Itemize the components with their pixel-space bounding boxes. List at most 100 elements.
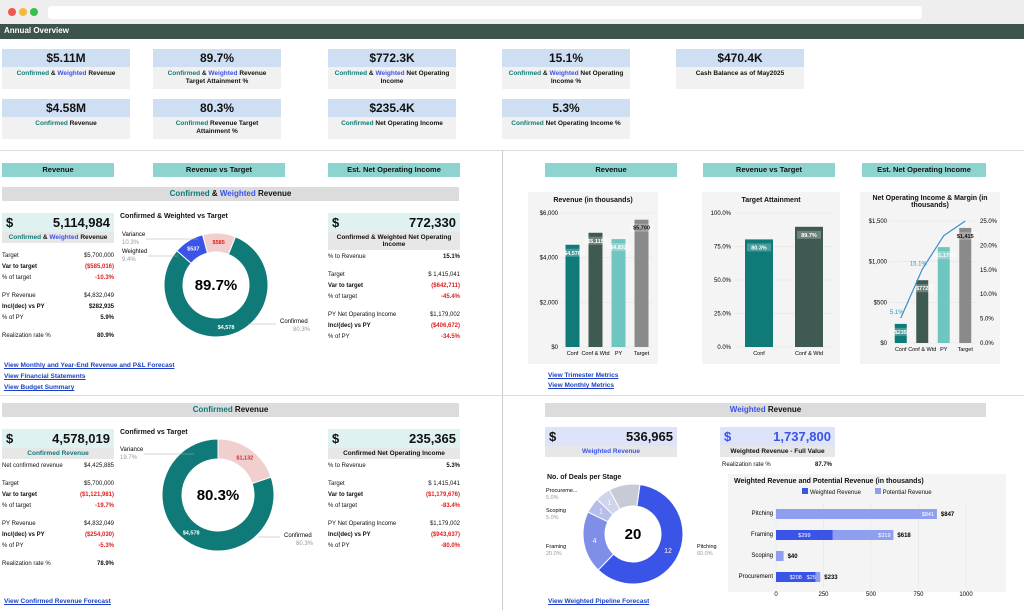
y2-tick-label: 15.0%: [980, 268, 998, 274]
bar-data-label: $5,700: [633, 226, 650, 232]
address-bar[interactable]: [48, 6, 922, 19]
tab-revenue-vs-target-right[interactable]: Revenue vs Target: [703, 163, 835, 177]
tab-revenue-vs-target[interactable]: Revenue vs Target: [153, 163, 285, 177]
link-budget-summary[interactable]: View Budget Summary: [4, 384, 75, 391]
variance-label: Variance: [120, 447, 144, 453]
weighted-pct: 9.4%: [122, 257, 136, 263]
metric-row: Net confirmed revenue $4,425,885: [2, 461, 114, 472]
y-tick-label: $4,000: [540, 256, 559, 262]
metric-value: ($406,672): [430, 323, 460, 329]
maximize-window-icon[interactable]: [30, 8, 38, 16]
metric-label: Inc/(dec) vs PY: [2, 304, 45, 310]
lbl-weighted: Weighted: [49, 234, 79, 241]
donut-slice-label: $585: [213, 240, 225, 246]
donut-slice-label: 1: [599, 509, 603, 516]
conf-noi-value: 235,365: [409, 431, 456, 446]
metric-value: $5,700,000: [83, 253, 114, 259]
right-links: View Trimester Metrics View Monthly Metr…: [548, 371, 618, 391]
bar-data-label: $4,832: [610, 245, 627, 251]
metric-row: Var to target ($1,121,981): [2, 490, 114, 501]
metric-label: Var to target: [328, 283, 364, 289]
header-weighted: Weighted: [219, 189, 256, 198]
metric-value: $282,935: [88, 304, 114, 310]
link-forecast[interactable]: View Monthly and Year-End Revenue and P&…: [4, 362, 175, 369]
bar: [745, 239, 773, 347]
link-weighted-pipeline[interactable]: View Weighted Pipeline Forecast: [548, 598, 650, 605]
y-tick-label: $0: [551, 345, 558, 351]
kpi-card: $235.4K Confirmed Net Operating Income: [328, 99, 456, 139]
bar: [959, 227, 972, 343]
noi-chart-card: Net Operating Income & Margin (in thousa…: [860, 192, 1000, 364]
donut-slice-label: $4,578: [183, 530, 200, 536]
metric-value: ($642,711): [431, 283, 460, 289]
tab-noi[interactable]: Est. Net Operating Income: [328, 163, 460, 177]
kpi-label-amp: &: [200, 70, 209, 77]
stage-label: Pitching: [697, 544, 717, 550]
x-tick-label: Conf: [895, 347, 907, 353]
data-label-bg: [888, 327, 913, 336]
bar-data-label: $772: [916, 286, 928, 292]
metric-row: % of target -10.3%: [2, 273, 114, 284]
metric-row: % of target -19.7%: [2, 501, 114, 512]
metric-value: $1,179,002: [429, 521, 460, 527]
kpi-value: $772.3K: [328, 49, 456, 67]
y-tick-label: 0.0%: [717, 345, 731, 351]
metric-label: Var to target: [2, 492, 38, 498]
metric-value: -34.5%: [440, 334, 460, 340]
bar: [832, 530, 894, 540]
conf-donut-title: Confirmed vs Target: [120, 429, 188, 436]
metric-row: Target $ 1,415,041: [328, 270, 460, 281]
y-tick-label: $6,000: [540, 211, 559, 217]
close-window-icon[interactable]: [8, 8, 16, 16]
bar-data-label: 80.3%: [751, 245, 767, 251]
x-tick-label: Conf: [567, 351, 579, 357]
bar-data-label: $1,179: [935, 253, 952, 259]
tab-revenue[interactable]: Revenue: [2, 163, 114, 177]
hbar-chart: 0 250 500 750 1000 Pitching $841 $847 Framing $29…: [739, 504, 973, 598]
tab-revenue-right[interactable]: Revenue: [545, 163, 677, 177]
metric-row: % of target -83.4%: [328, 501, 460, 512]
y-tick-label: 75.0%: [714, 245, 732, 251]
attainment-bar-chart: 0.0% 25.0% 50.0% 75.0% 100.0% 80.3% Conf 89.7% C…: [711, 211, 834, 357]
donut-slice-label: 4: [593, 538, 597, 545]
metric-row: % of target -45.4%: [328, 292, 460, 303]
data-label-bg: [953, 231, 978, 240]
kpi-value: $5.11M: [2, 49, 130, 67]
metric-value: -83.4%: [440, 503, 460, 509]
donut-center-value: 20: [625, 526, 642, 543]
kpi-card: $470.4K Cash Balance as of May2025: [676, 49, 804, 89]
kpi-label-amp: &: [49, 70, 58, 77]
kpi-value: $470.4K: [676, 49, 804, 67]
kpi-label-text: Net Operating Income %: [550, 70, 624, 85]
cw-revenue-panel: $5,114,984 Confirmed & Weighted Revenue …: [2, 213, 114, 342]
kpi-label-confirmed: Confirmed: [167, 70, 201, 77]
confirmed-pct: 80.3%: [296, 541, 314, 547]
minimize-window-icon[interactable]: [19, 8, 27, 16]
lbl-revenue: Revenue: [78, 234, 108, 241]
section-header-confirmed: Confirmed Revenue: [2, 403, 459, 417]
weighted-label: Weighted: [122, 249, 147, 255]
divider: [0, 150, 1024, 151]
y2-tick-label: 5.0%: [980, 317, 994, 323]
link-confirmed-forecast[interactable]: View Confirmed Revenue Forecast: [4, 598, 111, 605]
kpi-label-weighted: Weighted: [549, 70, 579, 77]
stage-pct: 60.0%: [697, 551, 713, 557]
legend-weighted-label: Weighted Revenue: [810, 490, 861, 496]
y2-tick-label: 25.0%: [980, 219, 998, 225]
link-trimester-metrics[interactable]: View Trimester Metrics: [548, 372, 619, 379]
donut-slice-label: $4,578: [218, 325, 235, 331]
kpi-label-confirmed: Confirmed: [175, 120, 209, 127]
metric-row: Var to target ($585,016): [2, 262, 114, 273]
kpi-label-text: Revenue: [67, 120, 97, 127]
bar-data-label: $841: [922, 512, 934, 518]
tab-noi-right[interactable]: Est. Net Operating Income: [862, 163, 986, 177]
link-monthly-metrics[interactable]: View Monthly Metrics: [548, 382, 614, 389]
section-header-cw: Confirmed & Weighted Revenue: [2, 187, 459, 201]
metric-label: % to Revenue: [328, 463, 366, 469]
x-tick-label: 1000: [959, 592, 973, 598]
link-financial-statements[interactable]: View Financial Statements: [4, 373, 86, 380]
kpi-card: $4.58M Confirmed Revenue: [2, 99, 130, 139]
legend-potential: Potential Revenue: [874, 488, 932, 496]
kpi-label-text: Cash Balance as of May2025: [695, 70, 785, 77]
metric-value: ($1,179,676): [425, 492, 460, 498]
